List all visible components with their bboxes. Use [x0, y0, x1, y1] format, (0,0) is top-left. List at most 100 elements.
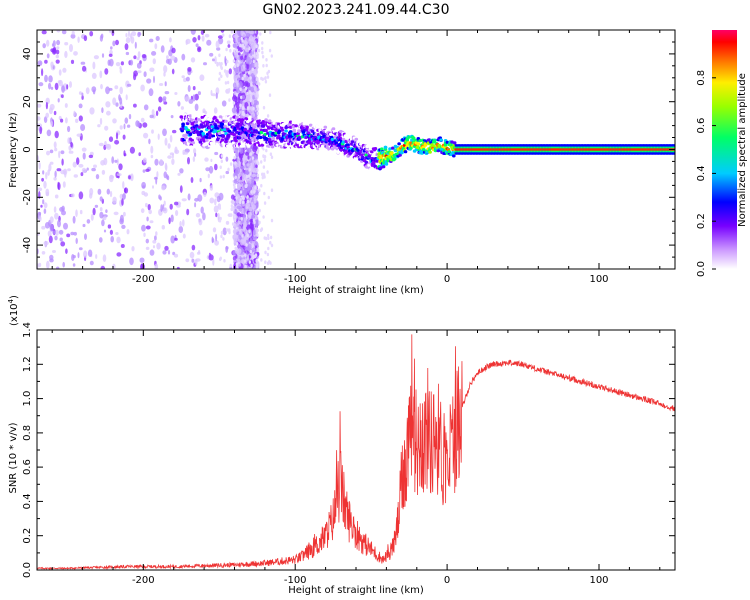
- heatmap-cell: [261, 172, 264, 177]
- heatmap-cell: [58, 69, 62, 76]
- heatmap-cell: [332, 145, 337, 150]
- heatmap-cell: [116, 236, 121, 244]
- heatmap-cell: [257, 48, 261, 53]
- heatmap-cell: [390, 151, 394, 155]
- heatmap-cell: [47, 230, 52, 237]
- heatmap-cell: [72, 161, 77, 168]
- heatmap-cell: [244, 131, 248, 135]
- heatmap-cell: [252, 59, 256, 64]
- heatmap-cell: [89, 107, 95, 115]
- heatmap-cell: [101, 53, 105, 58]
- heatmap-cell: [122, 134, 126, 140]
- heatmap-cell: [73, 51, 78, 56]
- heatmap-cell: [91, 86, 97, 93]
- heatmap-cell: [141, 54, 147, 59]
- heatmap-cell: [228, 68, 232, 75]
- heatmap-cell: [245, 243, 248, 247]
- heatmap-cell: [46, 53, 50, 59]
- heatmap-cell: [247, 116, 252, 120]
- heatmap-cell: [54, 212, 59, 220]
- heatmap-cell: [38, 216, 42, 222]
- heatmap-cell: [247, 71, 251, 75]
- heatmap-cell: [95, 174, 100, 180]
- heatmap-cell: [252, 95, 255, 100]
- heatmap-cell: [205, 138, 209, 142]
- heatmap-cell: [178, 226, 184, 233]
- heatmap-cell: [388, 155, 392, 159]
- heatmap-cell: [238, 263, 241, 267]
- heatmap-cell: [190, 138, 194, 142]
- heatmap-cell: [199, 229, 203, 236]
- heatmap-cell: [236, 205, 242, 210]
- heatmap-cell: [237, 136, 242, 140]
- heatmap-cell: [245, 266, 251, 269]
- heatmap-cell: [296, 140, 300, 144]
- heatmap-cell: [46, 260, 50, 269]
- heatmap-cell: [155, 231, 158, 236]
- heatmap-cell: [182, 134, 186, 138]
- heatmap-cell: [447, 150, 452, 154]
- heatmap-cell: [245, 109, 248, 114]
- heatmap-cell: [220, 159, 223, 164]
- heatmap-cell: [231, 222, 235, 226]
- heatmap-cell: [97, 124, 101, 128]
- heatmap-cell: [252, 68, 259, 76]
- x-tick-label: 100: [589, 274, 608, 285]
- heatmap-cell: [189, 251, 195, 259]
- heatmap-cell: [56, 46, 60, 50]
- heatmap-cell: [167, 175, 170, 181]
- heatmap-cell: [60, 241, 66, 247]
- heatmap-cell: [175, 210, 179, 216]
- heatmap-cell: [75, 209, 78, 217]
- heatmap-cell: [248, 206, 253, 212]
- heatmap-cell: [213, 107, 218, 114]
- heatmap-cell: [420, 151, 424, 155]
- heatmap-cell: [194, 103, 199, 112]
- heatmap-cell: [235, 102, 240, 109]
- heatmap-cell: [181, 53, 186, 61]
- heatmap-cell: [253, 35, 256, 39]
- heatmap-cell: [261, 50, 264, 55]
- heatmap-cell: [80, 124, 86, 131]
- heatmap-cell: [247, 174, 251, 178]
- heatmap-cell: [80, 172, 84, 177]
- heatmap-cell: [43, 202, 48, 209]
- heatmap-cell: [87, 249, 93, 257]
- heatmap-cell: [83, 35, 88, 42]
- heatmap-cell: [37, 60, 43, 66]
- heatmap-cell: [270, 155, 274, 160]
- heatmap-cell: [400, 151, 404, 155]
- heatmap-cell: [338, 133, 342, 137]
- heatmap-cell: [397, 142, 401, 146]
- heatmap-cell: [245, 152, 250, 156]
- heatmap-cell: [262, 154, 265, 159]
- heatmap-cell: [86, 167, 89, 171]
- heatmap-cell: [100, 33, 104, 39]
- heatmap-cell: [329, 149, 333, 153]
- heatmap-cell: [251, 173, 257, 178]
- heatmap-cell: [262, 172, 266, 177]
- heatmap-cell: [142, 122, 148, 128]
- heatmap-cell: [128, 175, 131, 180]
- heatmap-cell: [222, 33, 225, 37]
- heatmap-cell: [239, 230, 243, 236]
- heatmap-cell: [212, 227, 217, 233]
- heatmap-cell: [218, 61, 221, 66]
- heatmap-cell: [43, 116, 48, 123]
- heatmap-cell: [244, 86, 248, 91]
- heatmap-cell: [450, 140, 454, 144]
- heatmap-cell: [209, 185, 214, 191]
- heatmap-cell: [245, 250, 248, 259]
- heatmap-cell: [42, 43, 46, 49]
- heatmap-cell: [310, 129, 315, 133]
- heatmap-cell: [331, 127, 336, 131]
- heatmap-cell: [82, 223, 86, 228]
- heatmap-cell: [97, 188, 102, 195]
- heatmap-cell: [214, 124, 218, 128]
- heatmap-cell: [228, 120, 233, 124]
- heatmap-cell: [116, 252, 122, 257]
- heatmap-cell: [84, 233, 87, 240]
- heatmap-cell: [123, 123, 126, 130]
- heatmap-cell: [194, 93, 199, 101]
- heatmap-cell: [267, 233, 270, 238]
